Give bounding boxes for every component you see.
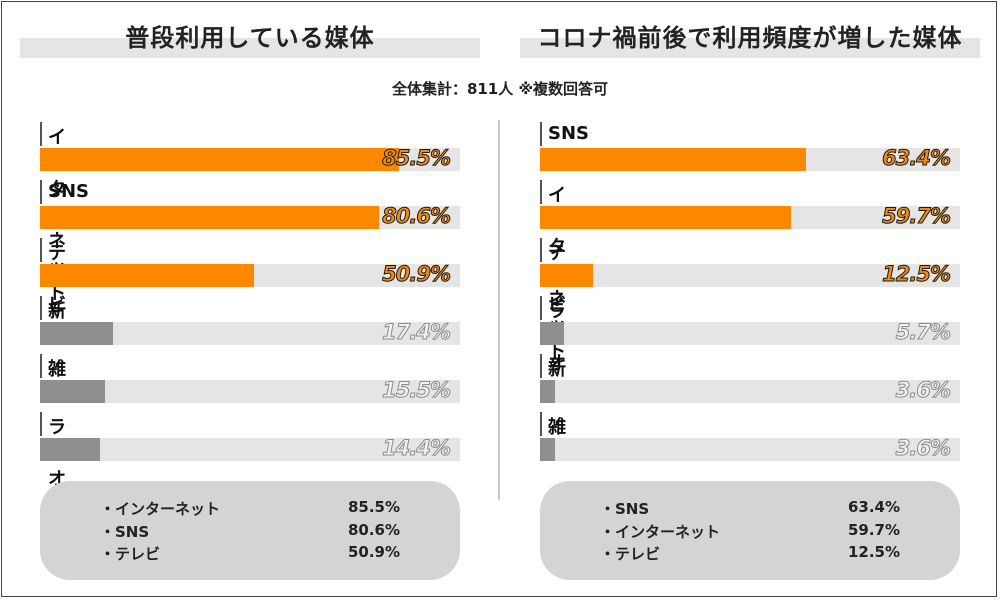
category-label-tick <box>40 180 42 204</box>
value-label: 50.9% <box>382 262 452 287</box>
bar <box>40 264 254 287</box>
summary-name: ・インターネット <box>100 500 221 518</box>
category-label-tick <box>540 296 542 320</box>
bar <box>40 438 100 461</box>
value-label: 63.4% <box>882 146 952 171</box>
summary-name: ・SNS <box>100 523 150 541</box>
bar-track <box>40 380 460 403</box>
left-title-bar <box>20 38 480 58</box>
bar-track <box>40 438 460 461</box>
bar <box>540 322 564 345</box>
bar-track <box>540 380 960 403</box>
category-label-tick <box>40 412 42 436</box>
bar <box>540 264 593 287</box>
panel-divider <box>498 120 500 500</box>
right-title-bar <box>520 38 980 58</box>
bar <box>540 438 555 461</box>
value-label: 80.6% <box>382 204 452 229</box>
bar <box>40 322 113 345</box>
left-panel-title: 普段利用している媒体 <box>125 24 375 52</box>
category-label-tick <box>540 354 542 378</box>
category-label-tick <box>40 238 42 262</box>
summary-row: ・インターネット 85.5% <box>100 498 400 520</box>
summary-row: ・インターネット 59.7% <box>600 521 900 543</box>
bar <box>540 206 791 229</box>
value-label: 12.5% <box>882 262 952 287</box>
bar <box>40 380 105 403</box>
category-label-tick <box>540 122 542 146</box>
summary-value: 12.5% <box>847 543 900 561</box>
category-label-tick <box>540 238 542 262</box>
right-summary-box: ・SNS 63.4% ・インターネット 59.7% ・テレビ 12.5% <box>540 481 960 580</box>
subtitle: 全体集計：811人 ※複数回答可 <box>391 80 609 98</box>
summary-row: ・SNS 63.4% <box>600 498 900 520</box>
value-label: 85.5% <box>382 146 452 171</box>
value-label: 59.7% <box>882 204 952 229</box>
summary-name: ・インターネット <box>600 523 721 541</box>
summary-row: ・SNS 80.6% <box>100 521 400 543</box>
summary-value: 63.4% <box>847 498 900 516</box>
value-label: 17.4% <box>382 320 452 345</box>
category-label: SNS <box>548 123 589 144</box>
bar-track <box>540 438 960 461</box>
summary-value: 85.5% <box>347 498 400 516</box>
category-label-tick <box>40 354 42 378</box>
left-summary-box: ・インターネット 85.5% ・SNS 80.6% ・テレビ 50.9% <box>40 481 460 580</box>
value-label: 14.4% <box>382 436 452 461</box>
right-panel-title: コロナ禍前後で利用頻度が増した媒体 <box>537 24 963 52</box>
bar <box>540 148 806 171</box>
value-label: 5.7% <box>895 320 951 345</box>
bar <box>540 380 555 403</box>
value-label: 3.6% <box>895 378 951 403</box>
bar-track <box>540 322 960 345</box>
bar <box>40 148 399 171</box>
bar <box>40 206 379 229</box>
bar-track <box>40 322 460 345</box>
value-label: 3.6% <box>895 436 951 461</box>
value-label: 15.5% <box>382 378 452 403</box>
category-label: SNS <box>48 181 89 202</box>
category-label-tick <box>40 122 42 146</box>
summary-row: ・テレビ 12.5% <box>600 543 900 565</box>
summary-name: ・テレビ <box>100 545 161 563</box>
summary-name: ・テレビ <box>600 545 661 563</box>
summary-value: 80.6% <box>347 521 400 539</box>
summary-value: 50.9% <box>347 543 400 561</box>
category-label-tick <box>540 412 542 436</box>
category-label-tick <box>40 296 42 320</box>
bar-track <box>540 264 960 287</box>
summary-value: 59.7% <box>847 521 900 539</box>
category-label-tick <box>540 180 542 204</box>
summary-row: ・テレビ 50.9% <box>100 543 400 565</box>
summary-name: ・SNS <box>600 500 650 518</box>
